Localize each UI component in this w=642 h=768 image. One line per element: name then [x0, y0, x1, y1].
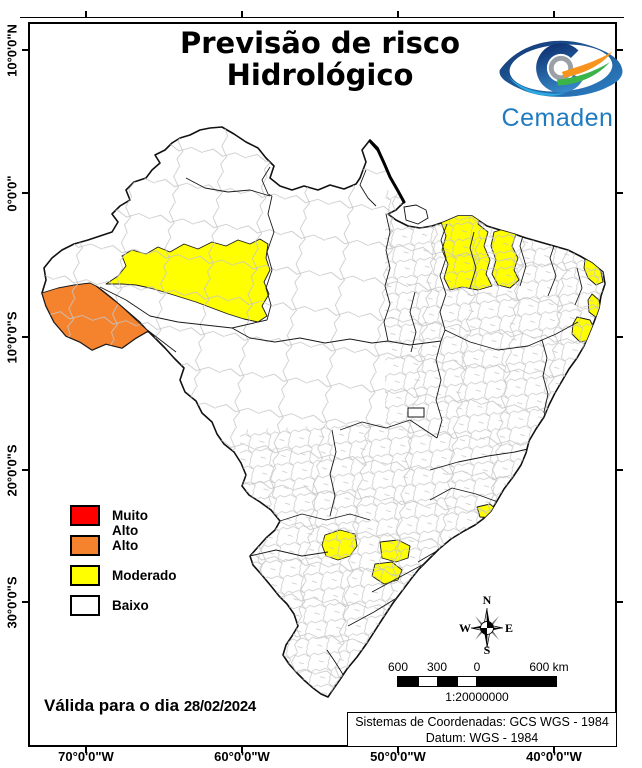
compass-s: S [484, 643, 491, 656]
scale-label-600-left: 600 [387, 660, 409, 674]
tick [22, 192, 28, 194]
coordinate-system-line: Sistemas de Coordenadas: GCS WGS - 1984 [355, 715, 609, 729]
validity-text: Válida para o dia 28/02/2024 [44, 696, 256, 716]
lat-label-10s: 10°0'0"S [4, 311, 20, 364]
tick [617, 336, 623, 338]
tick [617, 192, 623, 194]
validity-date: 28/02/2024 [183, 698, 256, 715]
tick [241, 747, 243, 753]
tick [22, 469, 28, 471]
scale-label-300: 300 [426, 660, 448, 674]
scale-ratio: 1:20000000 [445, 690, 509, 704]
legend-swatch-baixo [70, 595, 100, 616]
scale-segment [418, 677, 438, 686]
tick [85, 11, 87, 17]
validity-label: Válida para o dia [44, 696, 180, 715]
legend-label: Alto [112, 538, 139, 553]
compass-rose-icon: N W E S [459, 593, 513, 656]
tick [617, 49, 623, 51]
tick [617, 469, 623, 471]
tick [553, 11, 555, 17]
compass-w: W [459, 621, 471, 635]
scale-segment [458, 677, 477, 686]
legend-label: Baixo [112, 598, 149, 613]
legend-swatch-alto [70, 535, 100, 556]
title-line-2: Hidrológico [226, 57, 414, 92]
lat-label-0: 0°0'0" [4, 175, 20, 212]
scale-bar: 600 300 0 600 km 1:20000000 [388, 660, 569, 704]
tick [553, 747, 555, 753]
lon-label-60w: 60°0'0"W [214, 749, 270, 764]
cemaden-eye-icon [499, 40, 623, 97]
scale-segment [398, 677, 418, 686]
legend-swatch-moderado [70, 565, 100, 586]
tick [22, 336, 28, 338]
legend-label: Muito Alto [112, 508, 148, 538]
legend-label: Moderado [112, 568, 177, 583]
lat-label-30s: 30°0'0"S [4, 576, 20, 629]
scale-bar-graphic [397, 676, 557, 687]
scale-label-0: 0 [473, 660, 481, 674]
compass-star [470, 607, 504, 649]
lon-label-70w: 70°0'0"W [58, 749, 114, 764]
state-borders [95, 166, 583, 627]
compass-n: N [483, 593, 492, 607]
lat-label-20s: 20°0'0"S [4, 444, 20, 497]
scale-label-600-km: 600 km [529, 660, 569, 674]
tick [241, 11, 243, 17]
compass-e: E [505, 621, 513, 635]
lon-label-40w: 40°0'0"W [526, 749, 582, 764]
distrito-federal-box [407, 407, 425, 418]
lon-label-50w: 50°0'0"W [370, 749, 426, 764]
page-title: Previsão de risco Hidrológico [125, 26, 515, 92]
tick [397, 11, 399, 17]
tick [22, 49, 28, 51]
tick [85, 747, 87, 753]
legend-swatch-muito-alto [70, 505, 100, 526]
tick [22, 601, 28, 603]
top-neatline [20, 17, 624, 18]
scale-segment [438, 677, 458, 686]
title-line-1: Previsão de risco [179, 26, 461, 60]
amapa-coast-thick [368, 139, 406, 204]
cemaden-wordmark: Cemaden [501, 104, 614, 132]
cemaden-logo [492, 33, 628, 105]
marajo-island [403, 204, 429, 225]
tick [617, 601, 623, 603]
tick [397, 747, 399, 753]
coordinate-system-box: Sistemas de Coordenadas: GCS WGS - 1984 … [347, 712, 617, 747]
datum-line: Datum: WGS - 1984 [425, 731, 539, 745]
brazil-map-canvas [41, 126, 606, 698]
scale-segment [477, 677, 556, 686]
lat-label-10n: 10°0'0"N [4, 24, 20, 77]
